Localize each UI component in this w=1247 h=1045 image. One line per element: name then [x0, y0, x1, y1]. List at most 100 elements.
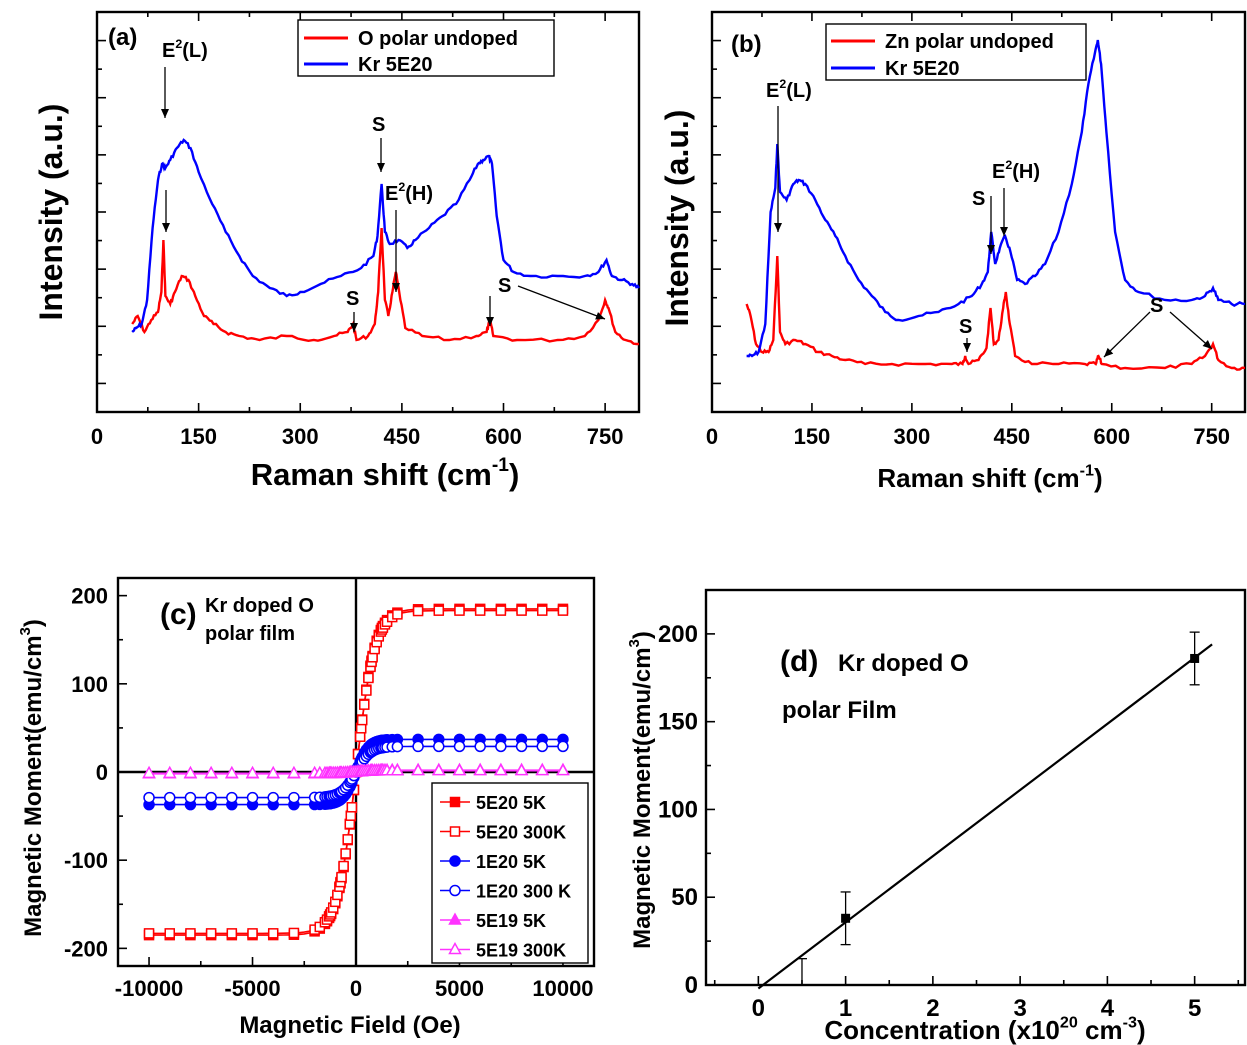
- panel-b-legend: Zn polar undoped Kr 5E20: [825, 23, 1087, 81]
- panel-c-series-1-point: [205, 928, 217, 939]
- panel-c-series-1-point: [495, 605, 507, 616]
- panel-c-xtick-label: 10000: [532, 976, 593, 1001]
- panel-d-ytick-label: 200: [658, 621, 698, 648]
- panel-c-series-5-point: [432, 763, 446, 776]
- panel-c-legend-0-label: 5E20 5K: [476, 793, 546, 813]
- panel-c-legend-1-marker: [449, 826, 461, 837]
- panel-c-series-1: [143, 605, 569, 939]
- panel-c-legend: 5E20 5K 5E20 300K 1E20 5K 1E20 300 K 5E19 5K…: [431, 782, 589, 964]
- panel-c-series-1-point: [361, 685, 372, 696]
- panel-c-series-3-point: [474, 740, 486, 753]
- panel-c-series-5-point: [556, 763, 570, 776]
- panel-c-legend-5-marker: [448, 941, 462, 955]
- panel-d-xtick-label: 3: [1013, 995, 1026, 1022]
- panel-b-annot-s3: S: [1150, 295, 1163, 317]
- panel-d-xtick-label: 0: [752, 995, 765, 1022]
- panel-c-xtick-label: 0: [350, 976, 362, 1001]
- panel-c-legend-5-label: 5E19 300K: [476, 941, 566, 961]
- panel-c-series-1-point: [288, 927, 300, 939]
- panel-c-series-1-point: [356, 714, 368, 726]
- panel-c-legend-4-label: 5E19 5K: [476, 911, 546, 931]
- panel-a-tag: (a): [108, 24, 137, 51]
- panel-c-xtick-label: -10000: [115, 976, 184, 1001]
- panel-c-xtick-label: -5000: [224, 976, 280, 1001]
- panel-c-ytick-label: 200: [71, 584, 108, 609]
- panel-a-arrow-s1-head: [377, 163, 385, 172]
- panel-c-series-5-point: [452, 763, 467, 776]
- panel-c-legend-3-marker: [449, 884, 461, 897]
- panel-d-ylabel: Magnetic Moment(emu/cm3): [627, 631, 656, 949]
- panel-c-series-1-point: [185, 928, 196, 939]
- panel-c-tag: (c): [160, 598, 197, 631]
- panel-c-series-1-point: [363, 672, 374, 684]
- panel-c-series-3-point: [412, 740, 424, 753]
- panel-b-annot-e2l: E2(L): [766, 77, 812, 102]
- panel-c-ytick-label: -200: [64, 936, 108, 961]
- panel-b-ylabel: Intensity (a.u.): [659, 110, 695, 327]
- panel-c-series-5-point: [390, 763, 405, 776]
- panel-a-raman-o-polar: 0 150 300 450 600 750 (a) O polar undoped Kr 5E2…: [33, 10, 641, 492]
- panel-a-annot-e2l: E2(L): [162, 37, 208, 62]
- panel-c-series-1-point: [345, 810, 357, 821]
- panel-a-arrow-e2l-head: [161, 109, 169, 118]
- panel-b-legend-0-label: Zn polar undoped: [885, 31, 1054, 53]
- panel-c-series-3-point: [226, 791, 238, 804]
- panel-b-arrow-e2l-head: [774, 223, 782, 232]
- panel-c-series-5-point: [287, 765, 301, 779]
- panel-c-inset-title-2: polar film: [205, 623, 295, 645]
- panel-b-xtick-label: 600: [1093, 424, 1130, 449]
- panel-b-annot-e2h: E2(H): [992, 158, 1040, 183]
- panel-c-series-1-point: [433, 605, 445, 616]
- panel-a-xtick-label: 450: [384, 424, 421, 449]
- panel-b-annot-s1: S: [972, 188, 985, 210]
- panel-c-xlabel: Magnetic Field (Oe): [239, 1012, 460, 1039]
- panel-d-ytick-label: 100: [658, 796, 698, 823]
- panel-b-xlabel: Raman shift (cm-1): [877, 461, 1102, 493]
- panel-c-legend-0-marker: [449, 796, 461, 808]
- panel-c-series-5-point: [411, 763, 425, 776]
- panel-a-xlabel: Raman shift (cm-1): [251, 455, 520, 492]
- panel-d-xtick-label: 4: [1101, 995, 1115, 1022]
- panel-c-series-1-point: [338, 860, 349, 872]
- panel-a-legend-0-label: O polar undoped: [358, 28, 518, 50]
- panel-b-arrow-s4-shaft: [1169, 311, 1213, 350]
- panel-a-annot-s3: S: [498, 275, 511, 297]
- panel-a-xtick-label: 0: [91, 424, 103, 449]
- panel-d-ytick-label: 50: [671, 884, 698, 911]
- panel-c-series-1-point: [340, 848, 351, 859]
- panel-b-arrow-s4-head: [1202, 340, 1212, 349]
- panel-c-ytick-label: 100: [71, 672, 108, 697]
- panel-c-legend-3-label: 1E20 300 K: [476, 882, 571, 902]
- panel-c-ylabel: Magnetic Moment(emu/cm3): [18, 619, 47, 937]
- panel-d-tag: (d): [780, 645, 818, 678]
- panel-a-arrow-s2-head: [350, 323, 358, 332]
- panel-c-series-3-point: [246, 791, 259, 804]
- panel-c-ytick-label: -100: [64, 848, 108, 873]
- panel-a-legend-1-label: Kr 5E20: [358, 54, 433, 76]
- panel-c-legend-2-marker: [449, 855, 461, 867]
- panel-c-series-5-point: [162, 765, 177, 779]
- panel-c-series-3-point: [205, 791, 217, 804]
- panel-c-series-3-point: [453, 740, 466, 753]
- panel-d-point-1: [841, 913, 851, 923]
- panel-d-inset-title-1: Kr doped O: [838, 650, 969, 677]
- panel-c-series-3-point: [391, 740, 404, 753]
- panel-c-xtick-label: 5000: [435, 976, 484, 1001]
- panel-b-series-1: [746, 39, 1246, 358]
- panel-b-legend-box: [825, 23, 1087, 81]
- panel-a-legend: O polar undoped Kr 5E20: [297, 19, 555, 77]
- panel-b-arrow-s2-head: [963, 343, 971, 352]
- panel-c-series-1-point: [354, 731, 366, 742]
- panel-d-ytick-label: 150: [658, 709, 698, 736]
- panel-c-series-5-point: [473, 763, 487, 776]
- panel-b-arrow-e2h-head: [1000, 227, 1008, 236]
- panel-c-series-5: [142, 763, 570, 779]
- panel-d-ytick-label: 0: [685, 972, 698, 999]
- panel-a-xtick-label: 150: [180, 424, 217, 449]
- panel-c-legend-2-label: 1E20 5K: [476, 852, 546, 872]
- panel-c-series-3-point: [557, 740, 569, 753]
- panel-c-hysteresis: -10000 -5000 0 5000 10000 -200 -100 0 100 200 (c) K…: [18, 576, 596, 1039]
- panel-d-frame: [704, 588, 1247, 987]
